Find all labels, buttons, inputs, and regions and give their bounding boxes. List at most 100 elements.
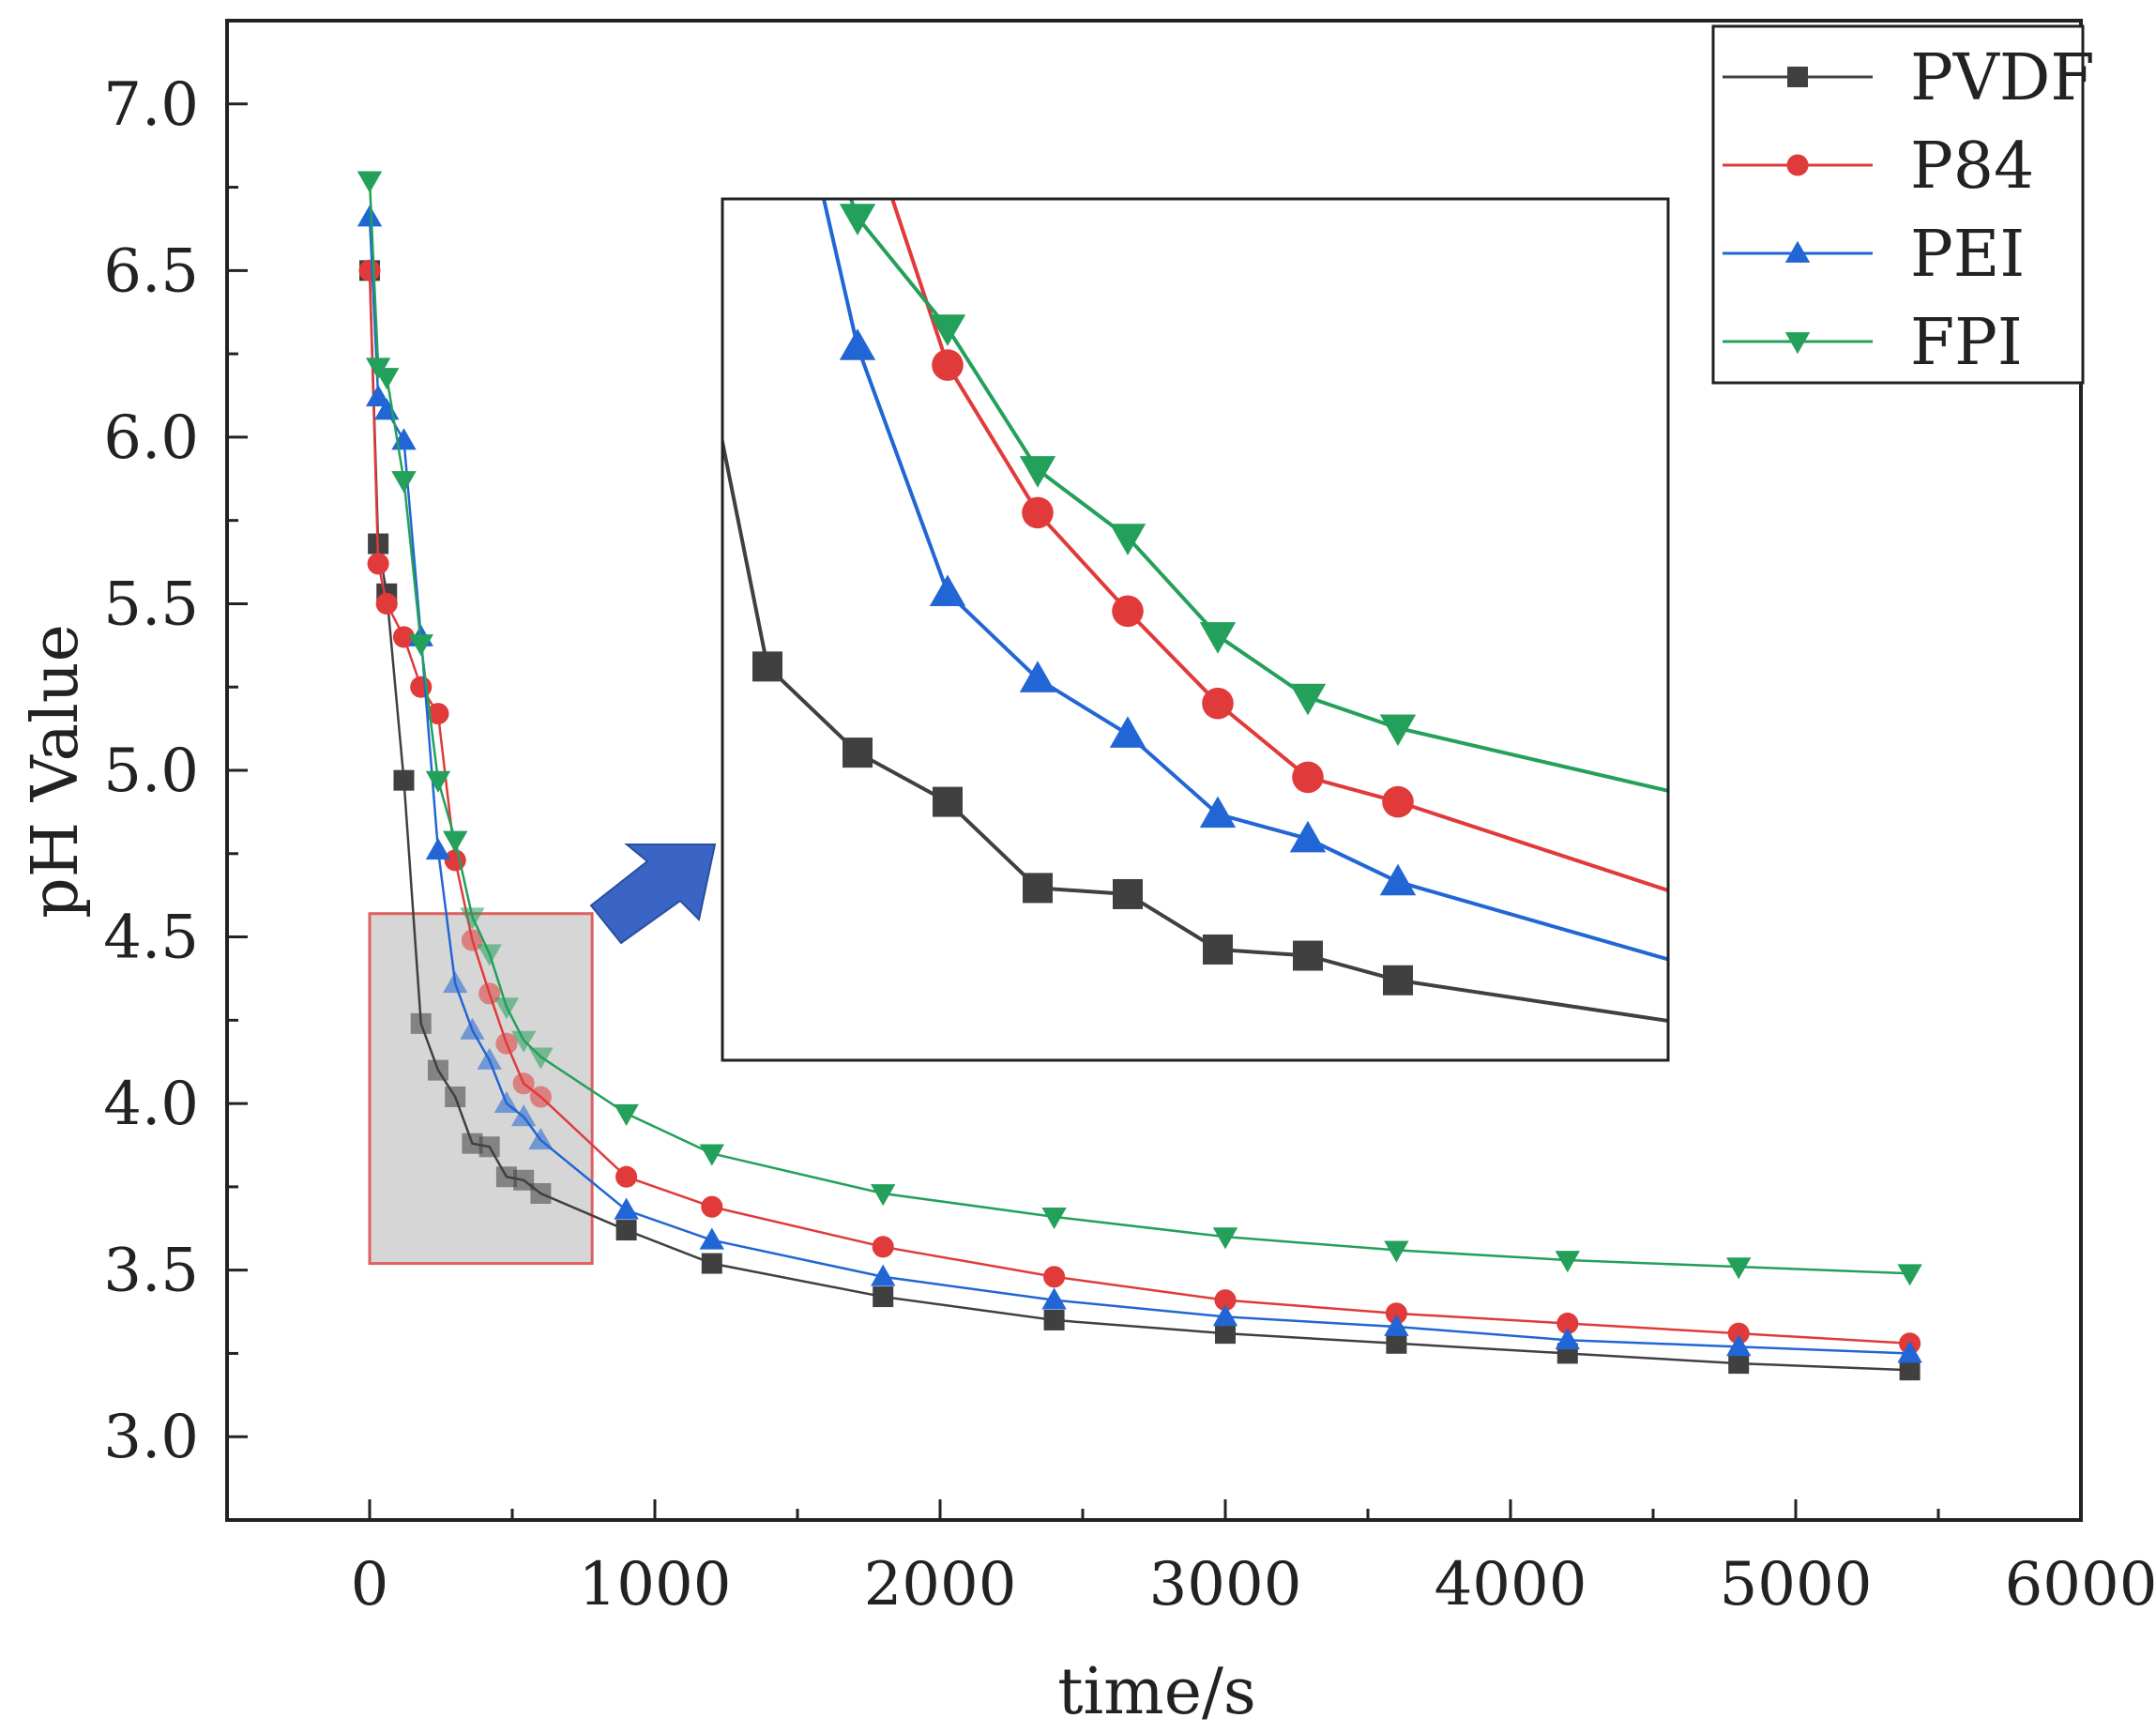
inset-data-point-p84 <box>1202 687 1234 720</box>
data-point-pvdf <box>615 1220 637 1241</box>
inset-data-point-fpi <box>929 314 966 346</box>
data-point-p84 <box>701 1195 723 1218</box>
inset-data-point-p84 <box>1112 595 1144 628</box>
data-point-pei <box>1555 1328 1580 1350</box>
data-point-fpi <box>1041 1207 1067 1230</box>
inset-data-point-pvdf <box>1023 873 1053 904</box>
data-point-pei <box>425 838 451 860</box>
y-tick-label: 5.0 <box>103 737 199 806</box>
data-point-p84 <box>512 1072 535 1095</box>
data-point-fpi <box>460 907 485 930</box>
data-point-p84 <box>367 553 389 575</box>
data-point-pvdf <box>462 1133 483 1154</box>
data-point-p84 <box>1727 1322 1750 1345</box>
x-tick-label: 4000 <box>1435 1550 1587 1619</box>
inset-data-point-p84 <box>932 349 964 381</box>
data-point-fpi <box>1384 1240 1409 1263</box>
data-point-fpi <box>357 171 383 193</box>
data-point-pvdf <box>427 1059 448 1081</box>
data-point-pvdf <box>1899 1360 1921 1381</box>
data-point-pei <box>1212 1304 1238 1327</box>
inset-data-point-pei <box>1379 863 1417 896</box>
data-point-p84 <box>1043 1266 1066 1288</box>
data-point-fpi <box>1897 1264 1922 1286</box>
y-tick-label: 6.0 <box>103 403 199 473</box>
inset-data-point-fpi <box>1019 456 1056 488</box>
data-point-pei <box>365 385 391 407</box>
data-point-p84 <box>1556 1312 1579 1335</box>
data-point-p84 <box>461 929 483 951</box>
x-axis-title: time/s <box>1057 1655 1256 1729</box>
data-point-pei <box>1041 1287 1067 1310</box>
data-point-p84 <box>1214 1289 1237 1312</box>
data-point-pei <box>1384 1314 1409 1336</box>
inset-data-point-pvdf <box>933 786 963 817</box>
x-tick-label: 5000 <box>1720 1550 1873 1619</box>
y-tick-label: 6.5 <box>103 236 199 306</box>
data-point-p84 <box>444 849 466 872</box>
data-point-fpi <box>408 634 433 657</box>
legend-label-pvdf: PVDF <box>1910 41 2095 115</box>
inset-data-point-p84 <box>1292 761 1324 794</box>
data-point-fpi <box>1212 1227 1238 1250</box>
inset-plot <box>722 199 1668 1024</box>
legend-marker-pvdf <box>1787 67 1808 87</box>
data-point-pei <box>493 1090 520 1114</box>
y-tick-label: 4.0 <box>103 1070 199 1139</box>
inset-data-point-fpi <box>1379 714 1417 747</box>
data-point-pvdf <box>410 1012 432 1034</box>
data-point-pvdf <box>530 1182 552 1204</box>
data-point-pei <box>871 1264 896 1286</box>
legend-marker-pei <box>1784 240 1811 263</box>
highlight-layer <box>368 912 594 1266</box>
data-point-pei <box>1897 1341 1922 1363</box>
data-point-fpi <box>374 368 400 390</box>
inset-data-point-p84 <box>1022 496 1054 529</box>
data-point-fpi <box>493 997 520 1020</box>
inset-data-point-pvdf <box>1203 934 1233 965</box>
inset-data-point-pvdf <box>1383 965 1413 996</box>
y-tick-label: 4.5 <box>103 904 199 973</box>
legend-label-p84: P84 <box>1910 129 2034 204</box>
data-point-p84 <box>615 1165 638 1188</box>
data-point-p84 <box>872 1236 894 1258</box>
inset-data-point-pvdf <box>1293 940 1323 971</box>
inset-data-point-pvdf <box>752 651 782 682</box>
legend-box <box>1711 24 2085 385</box>
data-point-fpi <box>425 770 451 793</box>
data-point-pvdf <box>513 1169 535 1191</box>
data-point-pvdf <box>1215 1323 1236 1345</box>
inset-data-point-pei <box>839 328 876 360</box>
legend-label-fpi: FPI <box>1910 306 2023 380</box>
x-tick-label: 1000 <box>579 1550 732 1619</box>
data-point-pei <box>477 1047 502 1070</box>
data-point-p84 <box>392 626 416 648</box>
inset-data-point-fpi <box>1109 524 1146 555</box>
data-point-p84 <box>410 676 433 698</box>
data-point-p84 <box>427 703 449 725</box>
data-point-fpi <box>699 1144 724 1166</box>
data-point-p84 <box>358 259 381 281</box>
data-point-p84 <box>375 592 398 615</box>
data-point-p84 <box>1385 1302 1407 1325</box>
data-point-pvdf <box>495 1166 517 1188</box>
x-tick-label: 6000 <box>2005 1550 2156 1619</box>
data-point-pvdf <box>478 1136 500 1158</box>
data-point-fpi <box>614 1103 639 1126</box>
data-point-pei <box>614 1197 639 1220</box>
legend-marker-p84 <box>1786 154 1809 176</box>
data-point-pei <box>357 205 383 227</box>
y-tick-label: 5.5 <box>103 570 199 639</box>
data-point-p84 <box>495 1032 518 1055</box>
arrow-layer <box>589 844 717 945</box>
highlight-region <box>368 912 594 1266</box>
zoom-arrow-icon <box>589 844 717 945</box>
axis-layer: 0 1000 2000 3000 4000 5000 6000 3.0 3.5 4.0 4.5 5.0… <box>103 19 2156 1619</box>
x-tick-label: 0 <box>351 1550 389 1619</box>
data-point-pei <box>528 1127 554 1150</box>
data-point-pei <box>460 1017 485 1040</box>
data-point-fpi <box>510 1030 537 1053</box>
data-point-pei <box>1726 1334 1752 1357</box>
